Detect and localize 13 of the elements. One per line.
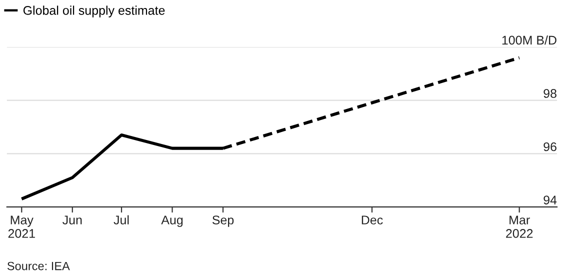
x-tick-label: Jun xyxy=(62,216,82,224)
x-tick-label: Aug xyxy=(161,216,183,227)
y-tick-label: 94 xyxy=(544,196,557,204)
source-note: Source: IEA xyxy=(7,262,70,270)
x-tick-label: Dec xyxy=(362,216,383,224)
legend-label: Global oil supply estimate xyxy=(23,6,165,18)
x-tick-label: Mar 2022 xyxy=(506,216,533,238)
x-tick-label: May 2021 xyxy=(8,216,35,238)
x-tick-label: Jul xyxy=(114,215,129,224)
y-tick-label: 98 xyxy=(544,89,556,98)
y-tick-label: 96 xyxy=(544,142,556,152)
x-tick-label: Sep xyxy=(212,216,234,227)
y-tick-label: 100M B/D xyxy=(502,35,556,45)
